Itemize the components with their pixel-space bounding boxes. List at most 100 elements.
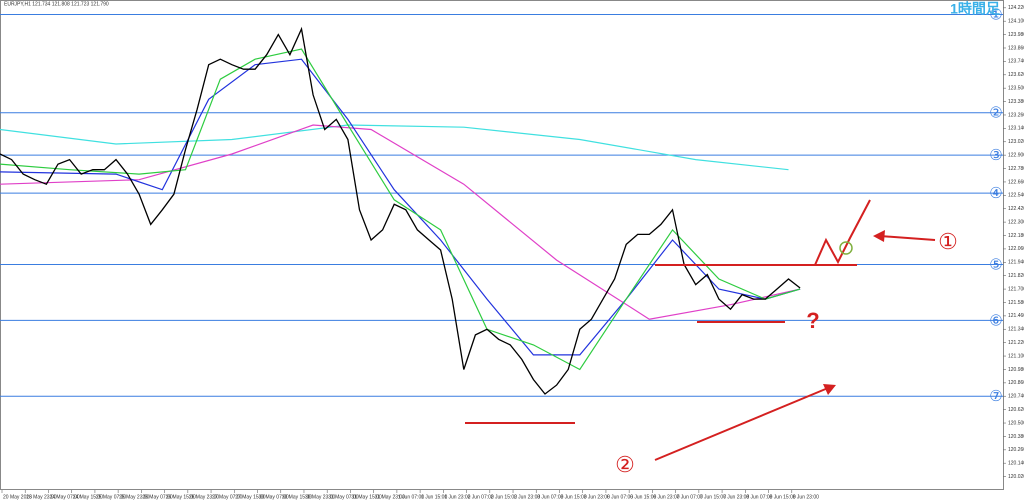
y-tick-label: 124.100 [1008, 19, 1024, 25]
y-tick-label: 121.220 [1008, 340, 1024, 346]
moving-average [0, 124, 789, 171]
y-tick-label: 123.980 [1008, 32, 1024, 38]
y-tick-label: 123.140 [1008, 126, 1024, 132]
y-tick-label: 123.380 [1008, 99, 1024, 105]
y-tick-label: 120.260 [1008, 447, 1024, 453]
x-tick-label: 24 May 07:00 [49, 494, 80, 500]
y-tick-label: 123.020 [1008, 139, 1024, 145]
x-tick-label: 3 Jun 07:00 [537, 494, 563, 500]
level-label: ⑥ [989, 312, 1002, 329]
y-tick-label: 122.780 [1008, 166, 1024, 172]
annotation-drawing [465, 199, 936, 461]
y-tick-label: 123.500 [1008, 86, 1024, 92]
x-tick-label: 26 May 15:00 [166, 494, 197, 500]
annotation-zigzag [814, 199, 871, 266]
x-tick-label: 6 Jun 15:00 [630, 494, 656, 500]
x-tick-label: 1 Jun 15:00 [421, 494, 447, 500]
x-tick-label: 23 May 23:00 [26, 494, 57, 500]
y-tick-label: 121.100 [1008, 353, 1024, 359]
y-tick-label: 120.980 [1008, 367, 1024, 373]
x-tick-label: 27 May 07:00 [212, 494, 243, 500]
x-tick-label: 3 Jun 15:00 [560, 494, 586, 500]
plot-frame [0, 0, 1004, 490]
x-tick-label: 31 May 15:00 [351, 494, 382, 500]
x-tick-label: 26 May 23:00 [189, 494, 220, 500]
x-tick-label: 30 May 15:00 [282, 494, 313, 500]
x-tick-label: 25 May 07:00 [96, 494, 127, 500]
level-label: ⑦ [989, 388, 1002, 405]
price-line [0, 26, 801, 395]
series [0, 26, 801, 395]
y-tick-label: 120.380 [1008, 434, 1024, 440]
x-tick-label: 26 May 07:00 [142, 494, 173, 500]
x-tick-label: 1 Jun 07:00 [398, 494, 424, 500]
x-tick-label: 30 May 23:00 [305, 494, 336, 500]
y-tick-label: 121.460 [1008, 313, 1024, 319]
annotation-arrow [879, 235, 936, 241]
y-tick-label: 120.500 [1008, 420, 1024, 426]
y-tick-label: 124.220 [1008, 5, 1024, 11]
y-tick-label: 123.620 [1008, 72, 1024, 78]
x-tick-label: 3 Jun 23:00 [584, 494, 610, 500]
y-tick-label: 120.140 [1008, 461, 1024, 467]
y-tick-label: 123.860 [1008, 45, 1024, 51]
x-tick-label: 7 Jun 07:00 [677, 494, 703, 500]
x-tick-label: 27 May 15:00 [235, 494, 266, 500]
level-label: ⑤ [989, 257, 1002, 274]
x-tick-label: 20 May 2016 [3, 494, 32, 500]
y-tick-label: 120.020 [1008, 474, 1024, 480]
x-tick-label: 8 Jun 15:00 [770, 494, 796, 500]
x-tick-label: 6 Jun 23:00 [653, 494, 679, 500]
levels: ① ② ③ ④ ⑤ ⑥ ⑦ [0, 6, 1003, 405]
y-tick-label: 122.420 [1008, 206, 1024, 212]
moving-average [0, 48, 801, 371]
y-tick-label: 121.580 [1008, 300, 1024, 306]
annotation-arrow [654, 387, 829, 461]
y-tick-label: 120.740 [1008, 394, 1024, 400]
axis-ticks: 124.220 124.100 123.980 123.860 123.740 123.6… [1, 5, 1024, 500]
y-tick-label: 123.260 [1008, 112, 1024, 118]
annotation-arrowhead [873, 230, 885, 242]
y-tick-label: 121.700 [1008, 286, 1024, 292]
y-tick-label: 122.660 [1008, 179, 1024, 185]
x-tick-label: 2 Jun 15:00 [491, 494, 517, 500]
x-tick-label: 30 May 07:00 [259, 494, 290, 500]
x-tick-label: 24 May 15:00 [73, 494, 104, 500]
x-tick-label: 7 Jun 15:00 [700, 494, 726, 500]
y-tick-label: 122.900 [1008, 152, 1024, 158]
x-tick-label: 1 Jun 23:00 [444, 494, 470, 500]
symbol-info: EURJPY,H1 121.734 121.808 121.723 121.79… [4, 1, 109, 7]
x-tick-label: 31 May 07:00 [328, 494, 359, 500]
y-tick-label: 121.820 [1008, 273, 1024, 279]
y-tick-label: 121.940 [1008, 260, 1024, 266]
annotation-text: ② [615, 452, 635, 477]
moving-average [0, 58, 801, 356]
x-tick-label: 8 Jun 07:00 [746, 494, 772, 500]
x-tick-label: 31 May 23:00 [375, 494, 406, 500]
y-tick-label: 122.300 [1008, 219, 1024, 225]
x-tick-label: 25 May 23:00 [119, 494, 150, 500]
x-tick-label: 6 Jun 07:00 [607, 494, 633, 500]
x-tick-label: 2 Jun 07:00 [468, 494, 494, 500]
annotation-text: ① [938, 229, 958, 254]
x-tick-label: 2 Jun 23:00 [514, 494, 540, 500]
y-tick-label: 122.180 [1008, 233, 1024, 239]
y-tick-label: 120.620 [1008, 407, 1024, 413]
y-tick-label: 121.340 [1008, 327, 1024, 333]
y-tick-label: 123.740 [1008, 59, 1024, 65]
moving-average [0, 124, 801, 320]
y-tick-label: 122.060 [1008, 246, 1024, 252]
annotation-arrowhead [823, 384, 836, 395]
y-tick-label: 122.540 [1008, 193, 1024, 199]
chart-title: 1時間足 [950, 1, 1001, 17]
annotation-circle [839, 241, 853, 255]
annotation-text: ? [806, 308, 819, 333]
level-label: ④ [989, 185, 1002, 202]
x-tick-label: 7 Jun 23:00 [723, 494, 749, 500]
level-label: ③ [989, 147, 1002, 164]
x-tick-label: 8 Jun 23:00 [793, 494, 819, 500]
level-label: ① [989, 6, 1002, 23]
y-tick-label: 120.860 [1008, 380, 1024, 386]
level-label: ② [989, 105, 1002, 122]
